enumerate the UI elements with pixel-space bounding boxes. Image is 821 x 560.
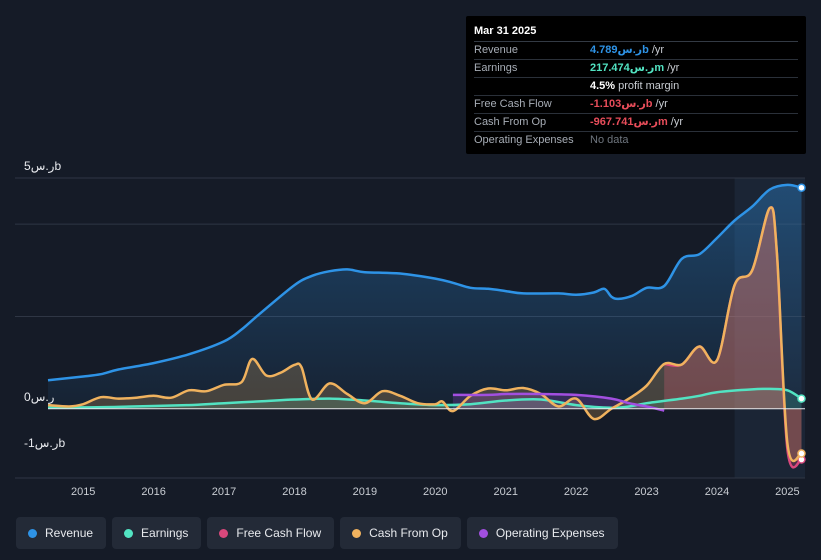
legend-item-revenue[interactable]: Revenue [16,517,107,549]
legend-label: Revenue [45,526,94,540]
y-tick-label: ر.س0 [24,390,55,405]
x-tick-label: 2025 [775,486,799,498]
tooltip-row-value: ر.س217.474m [590,62,665,74]
tooltip-row-label: Free Cash Flow [474,98,552,110]
tooltip-row: Operating Expenses No data [474,132,798,149]
tooltip-row-unit: profit margin [618,80,680,92]
legend-label: Cash From Op [369,526,448,540]
tooltip-row-value: -ر.س967.741m [590,116,668,128]
legend-label: Earnings [141,526,189,540]
legend-dot-icon [352,528,362,538]
x-tick-label: 2018 [282,486,306,498]
legend-dot-icon [124,528,134,538]
series-line-earnings [47,387,803,410]
tooltip-row: Free Cash Flow -ر.س1.103b/yr [474,96,798,114]
series-end-marker-cash-from-op [797,449,806,458]
x-tick-label: 2021 [493,486,517,498]
x-tick-label: 2024 [705,486,729,498]
legend-dot-icon [478,528,488,538]
x-tick-label: 2023 [634,486,658,498]
x-tick-label: 2016 [141,486,165,498]
tooltip-row-value: 4.5% [590,80,616,92]
x-tick-label: 2017 [212,486,236,498]
legend-label: Operating Expenses [495,526,605,540]
tooltip-row-label: Cash From Op [474,116,547,128]
tooltip-date: Mar 31 2025 [474,24,798,42]
legend-dot-icon [28,528,37,538]
tooltip-row-label: Operating Expenses [474,134,574,146]
tooltip-row-unit: /yr [655,98,668,110]
legend-dot-icon [219,528,229,538]
tooltip-row-label: Revenue [474,44,519,56]
series-area-cash-from-op [48,207,802,461]
tooltip-row-label: Earnings [474,62,518,74]
series-line-cash-from-op [47,206,803,463]
y-tick-label: -ر.س1b [24,436,65,451]
legend-label: Free Cash Flow [236,526,322,540]
legend-item-free-cash-flow[interactable]: Free Cash Flow [207,517,335,549]
tooltip-panel: Mar 31 2025 Revenue ر.س4.789b/yr Earnings ر… [466,16,806,154]
series-line-operating-expenses [452,392,665,412]
x-tick-label: 2019 [353,486,377,498]
tooltip-row-unit: /yr [651,44,665,56]
x-tick-label: 2022 [564,486,588,498]
tooltip-row: Revenue ر.س4.789b/yr [474,42,798,60]
y-tick-label: ر.س5b [24,159,61,174]
legend-item-operating-expenses[interactable]: Operating Expenses [466,517,618,549]
series-line-revenue [47,183,802,382]
x-tick-label: 2015 [71,486,95,498]
tooltip-row: Cash From Op -ر.س967.741m/yr [474,114,798,132]
series-area-revenue [48,184,802,409]
tooltip-row-unit: /yr [670,116,684,128]
tooltip-row: Earnings ر.س217.474m/yr [474,60,798,78]
tooltip-row-unit: /yr [667,62,680,74]
tooltip-row-value: ر.س4.789b [590,44,649,56]
tooltip-row: 4.5% profit margin [474,78,798,96]
legend: Revenue Earnings Free Cash Flow Cash From O… [16,517,624,549]
tooltip-row-value: No data [590,134,629,146]
tooltip-row-value: -ر.س1.103b [590,98,653,110]
series-end-marker-revenue [797,183,806,192]
series-area-free-cash-flow [664,207,802,468]
legend-item-earnings[interactable]: Earnings [112,517,202,549]
x-tick-label: 2020 [423,486,447,498]
series-end-marker-earnings [797,394,806,403]
legend-item-cash-from-op[interactable]: Cash From Op [340,517,461,549]
tooltip-row-label [474,78,590,95]
